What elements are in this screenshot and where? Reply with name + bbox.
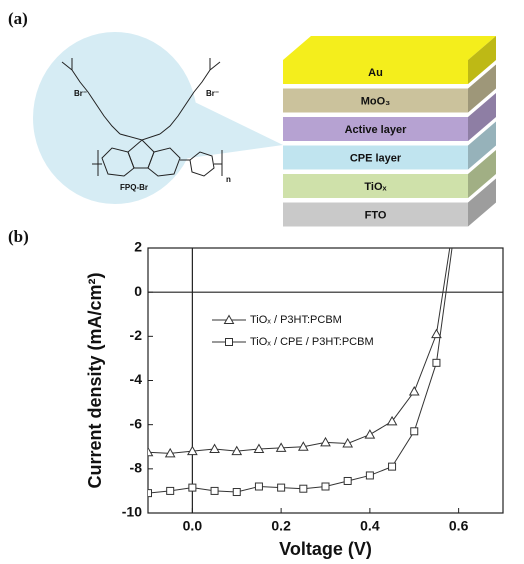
y-tick-label: -4 xyxy=(130,371,143,387)
y-tick-label: 2 xyxy=(134,239,142,255)
molecule-bubble xyxy=(33,32,283,204)
marker xyxy=(410,387,419,395)
marker xyxy=(233,489,240,496)
y-tick-label: -2 xyxy=(130,327,143,343)
y-tick-label: -10 xyxy=(122,504,142,520)
x-tick-label: 0.6 xyxy=(449,518,469,534)
y-tick-label: 0 xyxy=(134,283,142,299)
marker xyxy=(344,477,351,484)
layer-label: Au xyxy=(368,67,383,79)
x-tick-label: 0.2 xyxy=(271,518,291,534)
layer-label: CPE layer xyxy=(350,152,402,164)
marker xyxy=(389,463,396,470)
marker xyxy=(144,448,153,456)
marker xyxy=(278,484,285,491)
layer-label: TiOₓ xyxy=(364,181,387,193)
marker xyxy=(321,438,330,446)
marker xyxy=(411,428,418,435)
molecule-name: FPQ-Br xyxy=(120,183,148,192)
marker xyxy=(255,483,262,490)
legend-label: TiOₓ / CPE / P3HT:PCBM xyxy=(250,336,374,348)
marker xyxy=(300,485,307,492)
figure-canvas: (a) (b) Br⁻ Br⁻ n FPQ-Br FTO TiOₓ CPE laye… xyxy=(0,0,524,564)
marker xyxy=(189,484,196,491)
marker xyxy=(210,444,219,452)
marker xyxy=(365,430,374,438)
y-axis-title: Current density (mA/cm²) xyxy=(85,272,105,488)
legend-label: TiOₓ / P3HT:PCBM xyxy=(250,314,342,326)
molecule-text: Br⁻ xyxy=(206,89,219,98)
x-tick-label: 0.0 xyxy=(183,518,203,534)
marker xyxy=(366,472,373,479)
y-tick-label: -8 xyxy=(130,460,143,476)
figure: (a) (b) Br⁻ Br⁻ n FPQ-Br FTO TiOₓ CPE laye… xyxy=(0,0,524,564)
molecule-text: n xyxy=(226,175,231,184)
layer-top xyxy=(283,36,496,60)
marker xyxy=(433,359,440,366)
layer-label: Active layer xyxy=(345,124,407,136)
marker xyxy=(211,487,218,494)
molecule-text: Br⁻ xyxy=(74,89,87,98)
y-tick-label: -6 xyxy=(130,415,143,431)
layer-label: MoO₃ xyxy=(361,95,391,107)
panel-label: (b) xyxy=(8,227,29,246)
marker xyxy=(167,487,174,494)
marker xyxy=(322,483,329,490)
chart: 0.0 0.2 0.4 0.6 -10 -8 -6 -4 -2 0 2 Voltage (V) Curr… xyxy=(85,186,503,559)
plot-frame xyxy=(148,248,503,513)
marker xyxy=(145,490,152,497)
layer-label: FTO xyxy=(365,209,387,221)
x-axis-title: Voltage (V) xyxy=(279,539,372,559)
marker xyxy=(388,417,397,425)
panel-label: (a) xyxy=(8,9,28,28)
x-tick-label: 0.4 xyxy=(360,518,380,534)
legend-marker xyxy=(226,339,233,346)
device-stack: FTO TiOₓ CPE layer Active layer MoO₃ Au xyxy=(283,36,496,227)
